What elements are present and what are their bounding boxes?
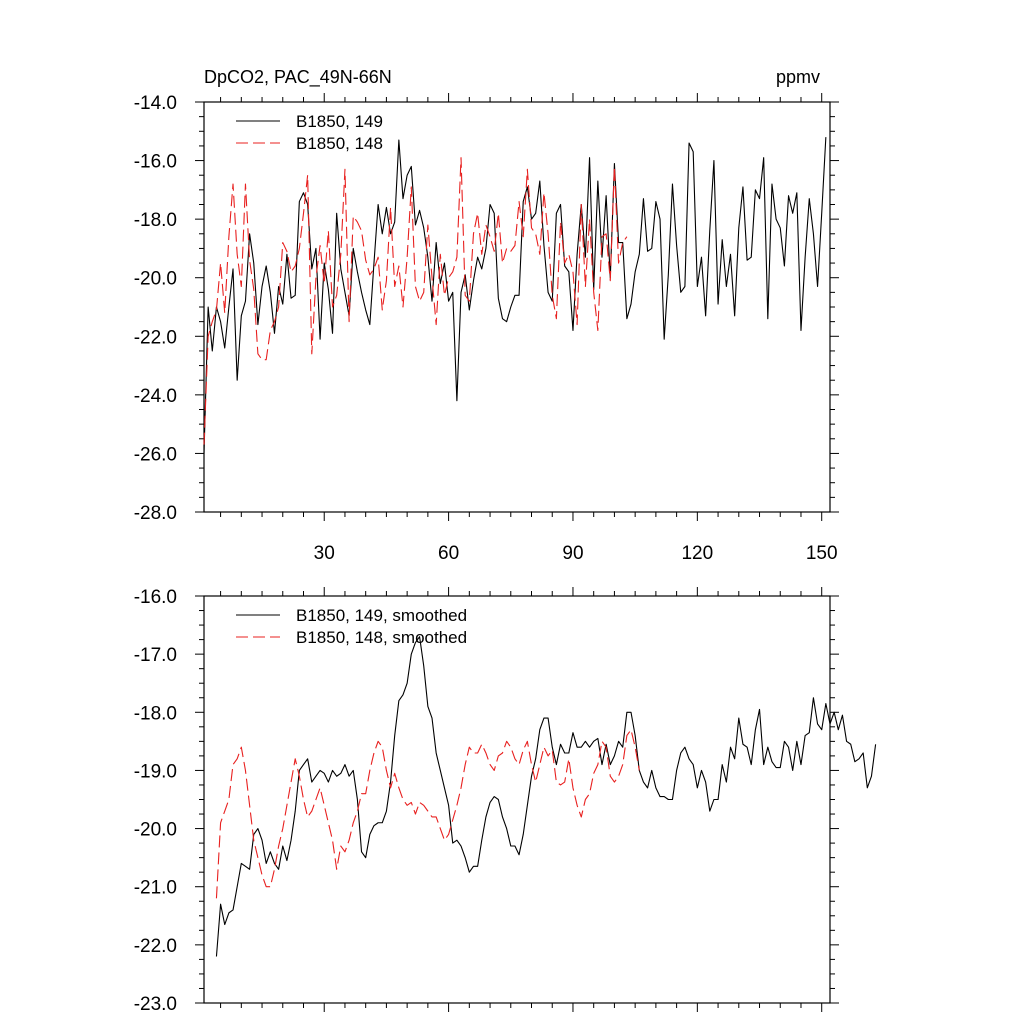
legend-label-1: B1850, 149 [296,112,383,131]
top-panel: -28.0 -26.0 -24.0 -22.0 -20.0 -18.0 -16.0 -14.0… [134,93,839,564]
y-tick-label: -16.0 [134,152,177,173]
x-tick-label: 90 [562,543,583,564]
chart-title: DpCO2, PAC_49N-66N [204,67,392,88]
y-tick-label: -22.0 [134,936,177,957]
y-tick-label: -20.0 [134,269,177,290]
y-tick-label: -19.0 [134,761,177,782]
series-line-1 [203,137,827,454]
y-tick-label: -20.0 [134,820,177,841]
units-label: ppmv [776,67,820,87]
plot-frame [203,595,831,1004]
legend-label-2: B1850, 148, smoothed [296,628,467,647]
plot-frame [203,101,831,513]
y-tick-label: -18.0 [134,210,177,231]
y-tick-label: -28.0 [134,503,177,524]
y-tick-label: -14.0 [134,93,177,114]
legend-label-1: B1850, 149, smoothed [296,606,467,625]
y-tick-label: -22.0 [134,327,177,348]
series-line-2 [203,157,628,445]
y-tick-label: -17.0 [134,645,177,666]
x-tick-label: 60 [438,543,459,564]
legend-label-2: B1850, 148 [296,134,383,153]
y-tick-label: -24.0 [134,386,177,407]
series-line-1 [215,636,877,957]
x-tick-label: 120 [681,543,713,564]
bottom-panel: -23.0 -22.0 -21.0 -20.0 -19.0 -18.0 -17.0 -16.0… [134,587,877,1015]
x-tick-label: 150 [806,543,838,564]
y-tick-label: -16.0 [134,587,177,608]
series-line-2 [215,729,640,899]
y-tick-label: -26.0 [134,444,177,465]
x-tick-label: 30 [314,543,335,564]
y-tick-label: -18.0 [134,703,177,724]
y-tick-label: -23.0 [134,994,177,1015]
y-tick-label: -21.0 [134,878,177,899]
